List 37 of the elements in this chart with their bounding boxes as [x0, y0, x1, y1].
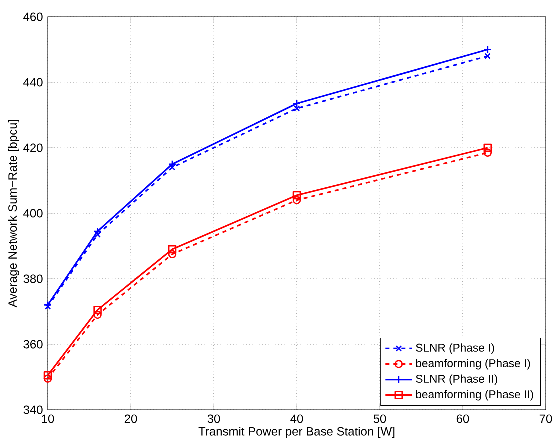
y-tick-label: 420 [24, 144, 43, 152]
x-tick-label: 20 [124, 414, 138, 424]
point [292, 100, 302, 108]
point [484, 46, 492, 54]
x-tick-label: 60 [456, 414, 470, 424]
y-tick-label: 400 [24, 209, 43, 218]
point [168, 160, 177, 168]
y-axis-title: Average Network Sum−Rate [bpcu] [8, 120, 20, 308]
point [484, 144, 492, 152]
y-tick-label: 440 [24, 78, 43, 87]
x-tick-label: 50 [374, 414, 386, 424]
point [484, 148, 492, 158]
y-tick-label: 360 [24, 340, 43, 349]
point [292, 191, 302, 200]
point [168, 245, 177, 254]
y-tick-label: 460 [24, 12, 43, 22]
legend-label: beamforming (Phase II) [416, 390, 534, 401]
point [44, 374, 52, 384]
x-tick-label: 10 [42, 414, 54, 424]
x-tick-label: 70 [540, 414, 552, 424]
point [44, 304, 52, 310]
point [294, 106, 300, 112]
y-tick-label: 340 [24, 406, 43, 414]
legend-label: SLNR (Phase II) [416, 374, 498, 386]
x-tick-label: 30 [208, 414, 220, 424]
x-tick-label: 40 [290, 414, 304, 424]
point [94, 310, 102, 320]
point [484, 53, 492, 60]
point [292, 196, 302, 205]
y-tick-label: 380 [24, 274, 43, 284]
x-axis-title: Transmit Power per Base Station [W] [198, 427, 395, 438]
point [44, 301, 52, 310]
point [168, 250, 177, 259]
legend-label: beamforming (Phase I) [416, 359, 530, 370]
point [94, 306, 102, 314]
legend-label: SLNR (Phase I) [416, 344, 494, 354]
point [44, 371, 52, 380]
